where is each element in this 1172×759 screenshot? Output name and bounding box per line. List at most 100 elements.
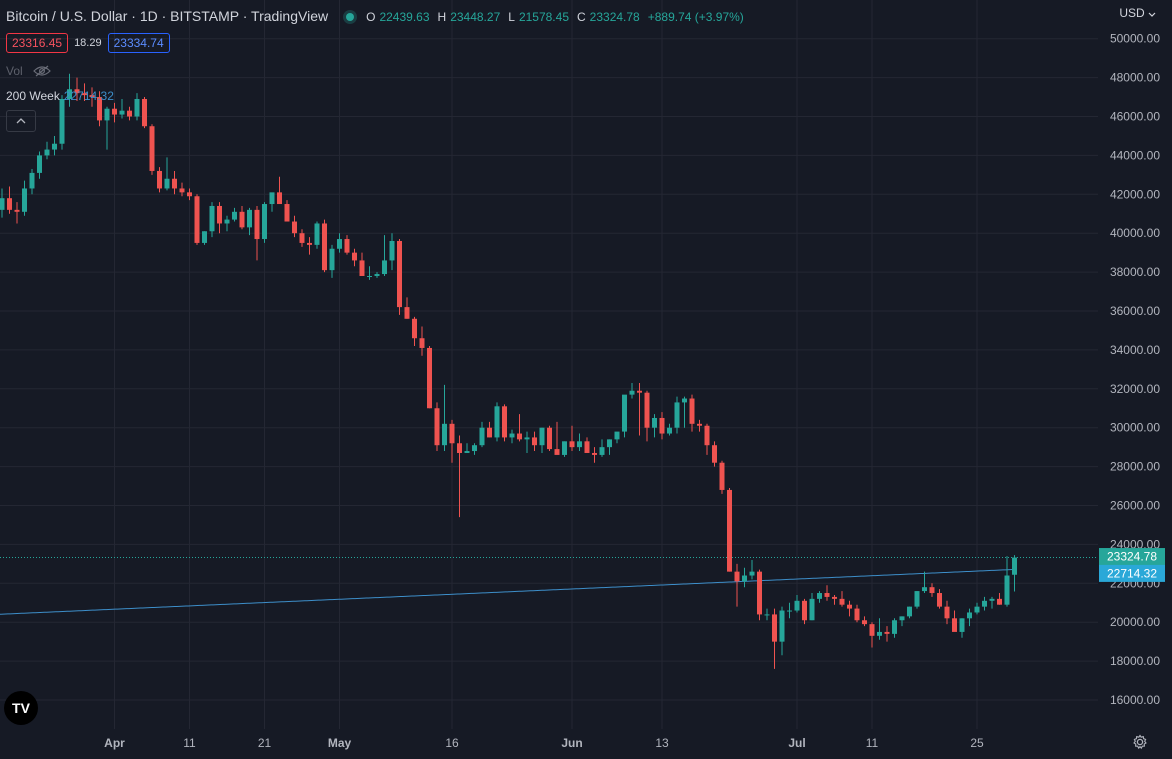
price-tick-label: 32000.00 bbox=[1110, 382, 1160, 396]
candle-body bbox=[689, 398, 695, 424]
candle-body bbox=[847, 604, 852, 609]
candle-body bbox=[479, 427, 485, 446]
eye-hidden-icon[interactable] bbox=[32, 65, 51, 77]
candle-body bbox=[584, 441, 590, 453]
candle-body bbox=[202, 231, 207, 243]
candle-body bbox=[742, 575, 747, 582]
volume-indicator-row[interactable]: Vol bbox=[6, 64, 51, 78]
candle-body bbox=[532, 437, 537, 446]
candle-body bbox=[434, 408, 440, 446]
ma-price-label-bg bbox=[1099, 564, 1165, 582]
close-value: 23324.78 bbox=[589, 10, 640, 24]
candle-body bbox=[982, 600, 987, 607]
collapse-indicators-button[interactable] bbox=[6, 110, 36, 132]
price-tick-label: 30000.00 bbox=[1110, 421, 1160, 435]
candle-body bbox=[869, 624, 875, 636]
ma-value: 22714.32 bbox=[63, 89, 114, 103]
symbol-title[interactable]: Bitcoin / U.S. Dollar · 1D · BITSTAMP · … bbox=[6, 8, 329, 24]
candle-body bbox=[179, 188, 185, 193]
candle-body bbox=[877, 631, 882, 636]
candle-body bbox=[389, 240, 395, 261]
price-tick-label: 36000.00 bbox=[1110, 304, 1160, 318]
candle-body bbox=[209, 205, 215, 232]
candle-body bbox=[412, 318, 417, 339]
ma-indicator-row[interactable]: 200 Week 22714.32 bbox=[6, 89, 114, 103]
candle-body bbox=[232, 211, 237, 220]
candle-body bbox=[157, 170, 162, 189]
buy-price-button[interactable]: 23334.74 bbox=[107, 33, 170, 53]
time-tick-label: 16 bbox=[445, 736, 459, 750]
tradingview-logo[interactable]: TV bbox=[4, 691, 38, 725]
candle-body bbox=[772, 614, 777, 642]
candle-body bbox=[794, 600, 800, 611]
high-value: 23448.27 bbox=[450, 10, 501, 24]
candle-body bbox=[37, 155, 42, 173]
candle-body bbox=[277, 192, 282, 205]
candle-body bbox=[442, 423, 447, 446]
candle-body bbox=[682, 398, 687, 403]
candle-body bbox=[892, 620, 897, 634]
gear-icon[interactable] bbox=[1132, 734, 1148, 750]
candle-body bbox=[839, 598, 845, 605]
candle-body bbox=[764, 614, 770, 616]
candle-body bbox=[187, 192, 192, 197]
candle-body bbox=[337, 239, 342, 249]
currency-label: USD bbox=[1119, 6, 1145, 20]
candle-body bbox=[914, 591, 920, 607]
price-tick-label: 38000.00 bbox=[1110, 265, 1160, 279]
sell-price-button[interactable]: 23316.45 bbox=[6, 33, 69, 53]
candle-body bbox=[397, 240, 402, 308]
candle-body bbox=[974, 606, 980, 613]
time-tick-label: Jun bbox=[561, 736, 582, 750]
candle-body bbox=[824, 593, 830, 597]
bid-ask-row: 23316.45 18.29 23334.74 bbox=[6, 33, 170, 53]
candle-body bbox=[569, 441, 575, 448]
candle-body bbox=[667, 427, 672, 434]
candle-body bbox=[52, 143, 57, 150]
high-label: H bbox=[437, 10, 447, 24]
candle-body bbox=[44, 149, 50, 156]
candle-body bbox=[562, 441, 567, 455]
candle-body bbox=[142, 98, 147, 127]
candle-body bbox=[599, 447, 605, 455]
candle-body bbox=[899, 616, 905, 621]
candle-body bbox=[472, 445, 477, 452]
candle-body bbox=[779, 610, 785, 642]
currency-selector[interactable]: USD bbox=[1119, 6, 1156, 20]
candle-body bbox=[149, 126, 155, 171]
candle-body bbox=[119, 110, 125, 115]
candle-body bbox=[487, 427, 492, 438]
candle-body bbox=[592, 452, 597, 455]
price-tick-label: 20000.00 bbox=[1110, 615, 1160, 629]
candle-body bbox=[127, 110, 132, 117]
candle-body bbox=[502, 406, 507, 438]
candle-body bbox=[817, 593, 822, 599]
candle-body bbox=[727, 489, 732, 572]
price-labels: 23324.78 22714.32 bbox=[1099, 548, 1165, 582]
candle-body bbox=[929, 587, 935, 594]
candle-body bbox=[614, 431, 620, 440]
price-tick-label: 18000.00 bbox=[1110, 654, 1160, 668]
time-axis: Apr 11 21 May 16 Jun 13 Jul 11 25 bbox=[104, 736, 984, 750]
candle-body bbox=[539, 427, 545, 446]
close-label: C bbox=[577, 10, 586, 24]
symbol-legend: Bitcoin / U.S. Dollar · 1D · BITSTAMP · … bbox=[6, 8, 748, 24]
candle-body bbox=[922, 587, 927, 592]
open-value: 22439.63 bbox=[379, 10, 430, 24]
candle-body bbox=[862, 620, 867, 625]
candle-body bbox=[314, 223, 320, 245]
low-value: 21578.45 bbox=[518, 10, 569, 24]
ohlc-values: O 22439.63 H 23448.27 L 21578.45 C 23324.78 +889… bbox=[366, 8, 748, 24]
price-tick-label: 40000.00 bbox=[1110, 226, 1160, 240]
candle-body bbox=[457, 443, 462, 453]
price-tick-label: 50000.00 bbox=[1110, 32, 1160, 46]
last-price-label: 23324.78 bbox=[1107, 550, 1157, 564]
time-tick-label: 25 bbox=[970, 736, 984, 750]
change-value: +889.74 (+3.97%) bbox=[647, 10, 744, 24]
candle-body bbox=[674, 402, 680, 428]
candle-body bbox=[884, 631, 890, 634]
candle-body bbox=[989, 598, 995, 601]
candle-body bbox=[554, 449, 560, 455]
candle-body bbox=[524, 437, 530, 440]
